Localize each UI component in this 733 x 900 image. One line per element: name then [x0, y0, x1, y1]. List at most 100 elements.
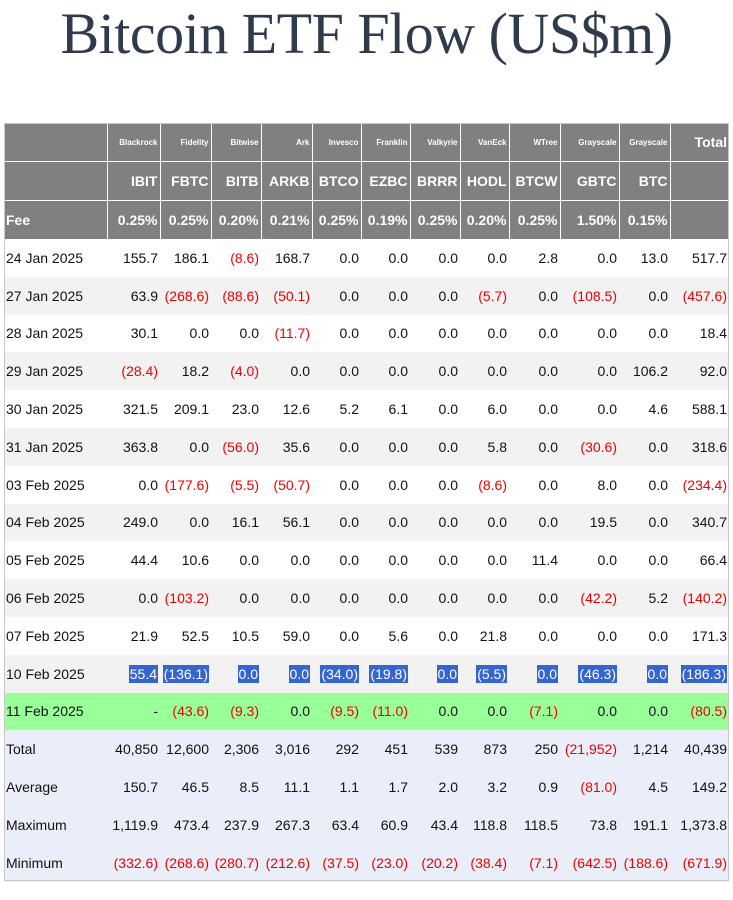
flow-cell: 44.4 — [107, 541, 160, 580]
flow-cell: (46.3) — [560, 654, 619, 693]
table-row[interactable]: 31 Jan 2025 363.8 0.0 (56.0) 35.6 0.0 0.0 0.0 5.… — [4, 427, 729, 466]
ticker-header-cell: ARKB — [261, 161, 313, 201]
issuer-header-blank — [4, 123, 108, 162]
flow-cell: (4.0) — [211, 352, 261, 391]
flow-cell: 30.1 — [107, 314, 160, 353]
flow-cell: 8.0 — [560, 465, 619, 504]
flow-cell: (30.6) — [560, 427, 619, 466]
summary-cell: (268.6) — [160, 843, 211, 882]
table-row[interactable]: 07 Feb 2025 21.9 52.5 10.5 59.0 0.0 5.6 0.0 21.8… — [4, 616, 729, 655]
flow-cell: (56.0) — [211, 427, 261, 466]
summary-cell: 8.5 — [211, 768, 261, 806]
summary-cell: 0.9 — [509, 768, 560, 806]
flow-cell: - — [107, 692, 160, 731]
flow-cell: 0.0 — [160, 314, 211, 353]
ticker-header-cell: FBTC — [160, 161, 212, 201]
row-date: 11 Feb 2025 — [4, 692, 107, 731]
summary-label: Average — [4, 768, 107, 806]
ticker-header-cell: BTCW — [509, 161, 561, 201]
flow-cell: 0.0 — [211, 654, 261, 693]
table-row[interactable]: 27 Jan 2025 63.9 (268.6) (88.6) (50.1) 0.0 0.0… — [4, 276, 729, 315]
flow-cell: 21.9 — [107, 616, 160, 655]
flow-cell: 0.0 — [211, 579, 261, 617]
flow-cell: 0.0 — [460, 239, 509, 277]
ticker-header-cell: HODL — [460, 161, 510, 201]
flow-cell: 4.6 — [619, 390, 670, 428]
flow-cell: 0.0 — [410, 314, 460, 353]
flow-cell: 0.0 — [509, 314, 560, 353]
flow-cell: 0.0 — [509, 579, 560, 617]
selected-value: 0.0 — [646, 664, 668, 683]
row-date: 03 Feb 2025 — [4, 465, 107, 504]
flow-cell: 21.8 — [460, 616, 509, 655]
summary-cell: 267.3 — [261, 805, 312, 844]
row-total: (140.2) — [670, 579, 729, 617]
flow-cell: 0.0 — [361, 503, 410, 542]
flow-cell: 0.0 — [410, 352, 460, 391]
flow-cell: 0.0 — [361, 427, 410, 466]
row-total: 517.7 — [670, 239, 729, 277]
summary-cell: 150.7 — [107, 768, 160, 806]
row-date: 28 Jan 2025 — [4, 314, 107, 353]
summary-cell: 2,306 — [211, 730, 261, 769]
summary-cell: 2.0 — [410, 768, 460, 806]
flow-cell: (7.1) — [509, 692, 560, 731]
flow-cell: (42.2) — [560, 579, 619, 617]
issuer-header-cell: VanEck — [460, 123, 510, 162]
summary-cell: 118.5 — [509, 805, 560, 844]
summary-total: 149.2 — [670, 768, 729, 806]
fee-cell: 0.25% — [312, 200, 362, 239]
issuer-header-cell: Invesco — [312, 123, 362, 162]
flow-cell: 0.0 — [560, 390, 619, 428]
flow-cell: (11.7) — [261, 314, 312, 353]
flow-cell: (136.1) — [160, 654, 211, 693]
flow-cell: 0.0 — [410, 579, 460, 617]
selected-value: (5.5) — [476, 664, 507, 683]
flow-cell: 0.0 — [312, 276, 361, 315]
flow-cell: (5.5) — [211, 465, 261, 504]
flow-cell: 0.0 — [509, 352, 560, 391]
table-row[interactable]: 11 Feb 2025- (43.6) (9.3) 0.0 (9.5) (11.0) 0.0… — [4, 692, 729, 731]
summary-cell: (280.7) — [211, 843, 261, 882]
summary-row-maximum: Maximum 1,119.9 473.4 237.9 267.3 63.4 60.9 43.… — [4, 805, 729, 844]
flow-cell: (28.4) — [107, 352, 160, 391]
summary-cell: 539 — [410, 730, 460, 769]
flow-cell: 0.0 — [261, 654, 312, 693]
summary-cell: 1,214 — [619, 730, 670, 769]
flow-cell: (19.8) — [361, 654, 410, 693]
fee-cell: 1.50% — [560, 200, 620, 239]
flow-cell: (34.0) — [312, 654, 361, 693]
row-total: 18.4 — [670, 314, 729, 353]
summary-total: 1,373.8 — [670, 805, 729, 844]
issuer-header-cell: Fidelity — [160, 123, 212, 162]
flow-cell: (50.1) — [261, 276, 312, 315]
row-date: 27 Jan 2025 — [4, 276, 107, 315]
table-row[interactable]: 28 Jan 2025 30.1 0.0 0.0 (11.7) 0.0 0.0 0.0 0.0 0… — [4, 314, 729, 353]
flow-cell: 0.0 — [361, 465, 410, 504]
table-row[interactable]: 24 Jan 2025 155.7 186.1 (8.6) 168.7 0.0 0.0 0.0… — [4, 239, 729, 277]
issuer-header-cell: Franklin — [361, 123, 411, 162]
table-row[interactable]: 04 Feb 2025 249.0 0.0 16.1 56.1 0.0 0.0 0.0 0.0 0… — [4, 503, 729, 542]
flow-cell: 106.2 — [619, 352, 670, 391]
flow-cell: (50.7) — [261, 465, 312, 504]
flow-cell: (88.6) — [211, 276, 261, 315]
flow-cell: 12.6 — [261, 390, 312, 428]
table-row[interactable]: 30 Jan 2025 321.5 209.1 23.0 12.6 5.2 6.1 0.0 6.… — [4, 390, 729, 428]
row-date: 06 Feb 2025 — [4, 579, 107, 617]
table-row[interactable]: 29 Jan 2025 (28.4) 18.2 (4.0) 0.0 0.0 0.0 0.0 0.… — [4, 352, 729, 391]
issuer-header-cell: Bitwise — [211, 123, 262, 162]
flow-cell: 0.0 — [619, 541, 670, 580]
table-row[interactable]: 05 Feb 2025 44.4 10.6 0.0 0.0 0.0 0.0 0.0 0.0 11.… — [4, 541, 729, 580]
flow-cell: 249.0 — [107, 503, 160, 542]
table-row-selected[interactable]: 10 Feb 2025 55.4 (136.1) 0.0 0.0 (34.0) (19.8)… — [4, 654, 729, 693]
table-row[interactable]: 06 Feb 2025 0.0 (103.2) 0.0 0.0 0.0 0.0 0.0 0.0 0… — [4, 579, 729, 617]
table-row[interactable]: 03 Feb 2025 0.0 (177.6) (5.5) (50.7) 0.0 0.0 0.… — [4, 465, 729, 504]
row-total: (186.3) — [670, 654, 729, 693]
summary-row-total: Total 40,850 12,600 2,306 3,016 292 451 539 873 2… — [4, 730, 729, 769]
flow-cell: 209.1 — [160, 390, 211, 428]
flow-cell: (268.6) — [160, 276, 211, 315]
flow-cell: (9.5) — [312, 692, 361, 731]
flow-cell: 0.0 — [619, 616, 670, 655]
row-date: 10 Feb 2025 — [4, 654, 107, 693]
row-total: 588.1 — [670, 390, 729, 428]
